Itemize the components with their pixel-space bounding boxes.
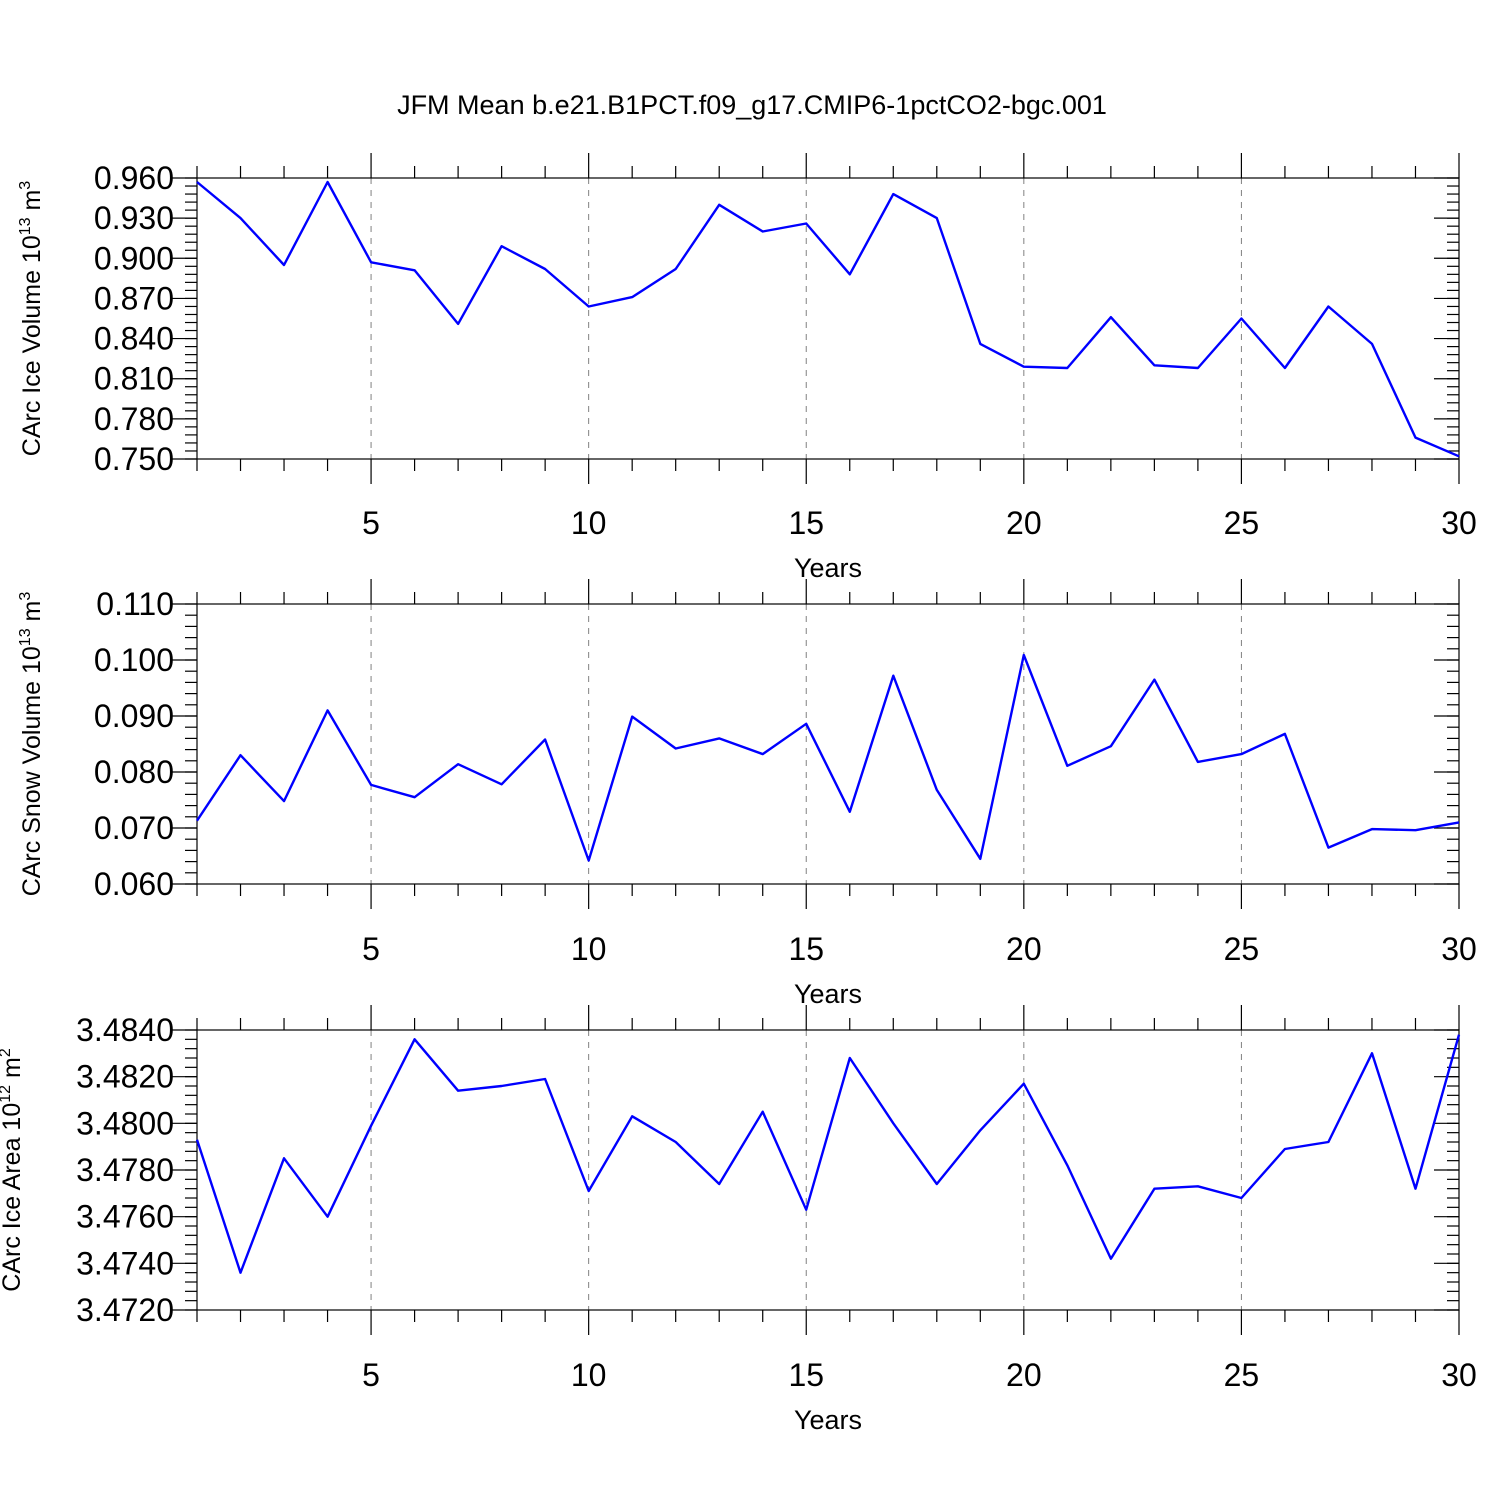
snow-volume-ytick-label: 0.110 bbox=[96, 586, 174, 622]
ice-area-series-line bbox=[195, 1034, 1461, 1274]
ice-volume-ytick-label: 0.960 bbox=[94, 160, 174, 196]
snow-volume-y-axis-title: CArc Snow Volume 1013 m3 bbox=[17, 592, 46, 897]
snow-volume-x-axis-title: Years bbox=[794, 979, 862, 1009]
ice-volume-xtick-label: 15 bbox=[788, 505, 824, 541]
snow-volume-xtick-label: 5 bbox=[362, 931, 380, 967]
ice-volume-ytick-label: 0.930 bbox=[94, 200, 174, 236]
ice-area-ytick-label: 3.4740 bbox=[76, 1245, 174, 1281]
snow-volume-xtick-label: 25 bbox=[1224, 931, 1260, 967]
ice-volume-xtick-label: 20 bbox=[1006, 505, 1042, 541]
ice-area-panel: 3.4720 3.4740 3.4760 3.4780 3.4800 3.4820 3.48… bbox=[0, 1005, 1477, 1435]
snow-volume-series-line bbox=[196, 653, 1460, 862]
ice-volume-xtick-label: 10 bbox=[571, 505, 607, 541]
ice-volume-ytick-label: 0.870 bbox=[94, 280, 174, 316]
ice-area-ytick-label: 3.4780 bbox=[76, 1152, 174, 1188]
snow-volume-axes-frame bbox=[196, 603, 1460, 885]
ice-volume-ytick-label: 0.900 bbox=[94, 240, 174, 276]
ice-area-ytick-label: 3.4760 bbox=[76, 1199, 174, 1235]
snow-volume-ytick-label: 0.060 bbox=[94, 866, 174, 902]
ice-volume-xtick-label: 25 bbox=[1224, 505, 1260, 541]
ice-area-ytick-label: 3.4820 bbox=[76, 1059, 174, 1095]
snow-volume-xtick-label: 15 bbox=[788, 931, 824, 967]
ice-volume-axes-frame bbox=[196, 177, 1460, 460]
ice-area-y-axis-title: CArc Ice Area 1012 m2 bbox=[0, 1048, 26, 1292]
ice-area-x-axis-title: Years bbox=[794, 1405, 862, 1435]
ice-area-axes-frame bbox=[196, 1029, 1460, 1311]
ice-volume-y-axis-title: CArc Ice Volume 1013 m3 bbox=[17, 181, 46, 457]
ice-volume-ytick-label: 0.780 bbox=[94, 401, 174, 437]
ice-area-ytick-label: 3.4720 bbox=[76, 1292, 174, 1328]
ice-area-xtick-label: 25 bbox=[1224, 1357, 1260, 1393]
snow-volume-ytick-label: 0.090 bbox=[94, 698, 174, 734]
snow-volume-xtick-label: 20 bbox=[1006, 931, 1042, 967]
ice-volume-panel: 0.750 0.780 0.810 0.840 0.870 0.900 0.930 0.960… bbox=[17, 153, 1477, 583]
ice-area-xtick-label: 30 bbox=[1441, 1357, 1477, 1393]
snow-volume-ytick-label: 0.070 bbox=[94, 810, 174, 846]
ice-volume-ytick-label: 0.810 bbox=[94, 361, 174, 397]
ice-volume-xtick-label: 30 bbox=[1441, 505, 1477, 541]
snow-volume-ytick-label: 0.080 bbox=[94, 754, 174, 790]
ice-volume-ytick-label: 0.840 bbox=[94, 321, 174, 357]
snow-volume-ytick-label: 0.100 bbox=[94, 642, 174, 678]
ice-area-xtick-label: 15 bbox=[788, 1357, 824, 1393]
ice-volume-x-axis-title: Years bbox=[794, 553, 862, 583]
snow-volume-panel: 0.060 0.070 0.080 0.090 0.100 0.110 5 10 15 20 25 3… bbox=[17, 579, 1477, 1009]
ice-volume-xtick-label: 5 bbox=[362, 505, 380, 541]
snow-volume-xtick-label: 10 bbox=[571, 931, 607, 967]
ice-area-ytick-label: 3.4840 bbox=[76, 1012, 174, 1048]
ice-area-xtick-label: 5 bbox=[362, 1357, 380, 1393]
ice-volume-series-line bbox=[196, 180, 1460, 458]
snow-volume-xtick-label: 30 bbox=[1441, 931, 1477, 967]
ice-area-ytick-label: 3.4800 bbox=[76, 1105, 174, 1141]
ice-area-xtick-label: 10 bbox=[571, 1357, 607, 1393]
ice-volume-ytick-label: 0.750 bbox=[94, 441, 174, 477]
figure-title: JFM Mean b.e21.B1PCT.f09_g17.CMIP6-1pctC… bbox=[397, 90, 1107, 120]
ice-area-xtick-label: 20 bbox=[1006, 1357, 1042, 1393]
